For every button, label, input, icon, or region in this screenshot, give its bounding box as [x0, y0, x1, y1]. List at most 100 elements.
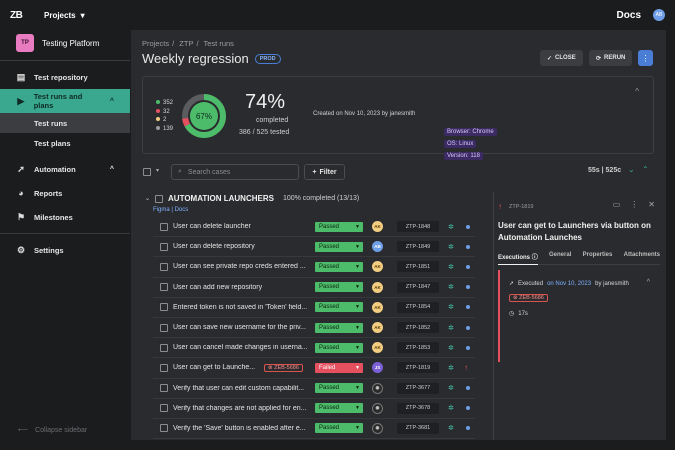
case-title[interactable]: User can delete repository — [173, 243, 255, 251]
select-all-checkbox[interactable] — [143, 168, 151, 176]
projects-menu[interactable]: Projects ▾ — [44, 10, 85, 20]
breadcrumb-ztp[interactable]: ZTP — [179, 39, 194, 48]
suite-checkbox[interactable] — [155, 194, 164, 203]
row-checkbox[interactable] — [160, 343, 168, 352]
row-checkbox[interactable] — [160, 424, 168, 433]
select-menu-caret-icon[interactable]: ▾ — [156, 168, 160, 174]
case-id[interactable]: ZTP-1852 — [397, 322, 439, 334]
sidebar-item-test-repository[interactable]: ▤ Test repository — [16, 71, 88, 82]
case-id[interactable]: ZTP-1854 — [397, 301, 439, 313]
user-avatar[interactable]: AB — [653, 9, 665, 21]
case-title[interactable]: User can cancel made changes in userna..… — [173, 344, 308, 352]
case-id[interactable]: ZTP-3681 — [397, 422, 439, 434]
screen-icon[interactable]: ▭ — [612, 200, 621, 209]
case-title[interactable]: Entered token is not saved in 'Token' fi… — [173, 303, 308, 311]
status-select[interactable]: Failed ▼ — [315, 362, 363, 373]
case-id[interactable]: ZTP-1851 — [397, 261, 439, 273]
sidebar-subitem-test-plans[interactable]: Test plans — [34, 138, 71, 148]
case-id[interactable]: ZTP-1848 — [397, 221, 439, 233]
status-select[interactable]: Passed ▼ — [315, 221, 363, 232]
case-id[interactable]: ZTP-3678 — [397, 402, 439, 414]
collapse-sidebar-button[interactable]: ⟵ Collapse sidebar — [18, 426, 88, 435]
suite-header[interactable]: ⌄ AUTOMATION LAUNCHERS 100% completed (1… — [145, 194, 359, 203]
kebab-icon[interactable]: ⋮ — [630, 200, 639, 209]
row-checkbox[interactable] — [160, 404, 168, 413]
sidebar-item-reports[interactable]: ◕ Reports — [0, 181, 130, 205]
row-checkbox[interactable] — [160, 323, 168, 332]
project-switcher[interactable]: TP Testing Platform — [0, 30, 130, 56]
table-row[interactable]: Verify that changes are not applied for … — [153, 399, 475, 419]
case-id[interactable]: ZTP-1847 — [397, 281, 439, 293]
case-title[interactable]: User can add new repository — [173, 283, 263, 291]
status-select[interactable]: Passed ▼ — [315, 261, 363, 272]
table-row[interactable]: User can delete repository Passed ▼ AB ZT… — [153, 237, 475, 258]
case-id[interactable]: ZTP-3677 — [397, 382, 439, 394]
filter-button[interactable]: + Filter — [304, 164, 345, 180]
docs-link[interactable]: Docs — [616, 9, 641, 21]
figma-link[interactable]: Figma — [153, 207, 170, 213]
sidebar-subitem-test-runs[interactable]: Test runs — [0, 113, 130, 133]
table-row[interactable]: Verify the 'Save' button is enabled afte… — [153, 419, 475, 440]
search-input[interactable]: ⌕ Search cases — [171, 164, 299, 180]
row-checkbox[interactable] — [160, 363, 168, 372]
case-title[interactable]: User can save new username for the priv.… — [173, 324, 306, 332]
tab-properties[interactable]: Properties — [582, 252, 613, 258]
row-checkbox[interactable] — [160, 262, 168, 271]
tab-executions[interactable]: Executions ⓘ — [498, 252, 538, 265]
close-icon[interactable]: ✕ — [648, 200, 655, 209]
legend-failed: 32 — [156, 108, 173, 117]
breadcrumb-test-runs[interactable]: Test runs — [203, 39, 234, 48]
case-title[interactable]: Verify the 'Save' button is enabled afte… — [173, 424, 306, 432]
table-row[interactable]: User can save new username for the priv.… — [153, 318, 475, 339]
tab-attachments[interactable]: Attachments — [623, 252, 660, 258]
case-id[interactable]: ZTP-1853 — [397, 342, 439, 354]
table-row[interactable]: Entered token is not saved in 'Token' fi… — [153, 298, 475, 318]
status-select[interactable]: Passed ▼ — [315, 383, 363, 394]
execution-item[interactable]: ➚ Executed on Nov 10, 2023 by janesmith … — [498, 270, 660, 362]
sidebar-item-settings[interactable]: ⚙ Settings — [16, 244, 64, 255]
linked-bug-badge[interactable]: ⊗ ZEB-5686 — [264, 363, 303, 372]
execution-date[interactable]: on Nov 10, 2023 — [547, 280, 592, 287]
collapse-summary-icon[interactable]: ^ — [635, 87, 639, 96]
case-title[interactable]: Verify that changes are not applied for … — [173, 404, 307, 412]
row-checkbox[interactable] — [160, 222, 168, 231]
sidebar-item-test-runs-and-plans[interactable]: ▶ Test runs and plans ^ — [0, 89, 130, 113]
status-select[interactable]: Passed ▼ — [315, 322, 363, 333]
row-checkbox[interactable] — [160, 283, 168, 292]
row-checkbox[interactable] — [160, 384, 168, 393]
status-select[interactable]: Passed ▼ — [315, 282, 363, 293]
collapse-all-icon[interactable]: ⌃ — [642, 165, 649, 174]
table-row[interactable]: Verify that user can edit custom capabil… — [153, 379, 475, 399]
docs-link[interactable]: Docs — [174, 207, 189, 213]
case-title[interactable]: User can delete launcher — [173, 223, 251, 231]
sidebar-item-milestones[interactable]: ⚑ Milestones — [16, 211, 73, 222]
table-row[interactable]: User can see private repo creds entered … — [153, 257, 475, 278]
status-select[interactable]: Passed ▼ — [315, 241, 363, 252]
tab-general[interactable]: General — [549, 252, 572, 258]
expand-all-icon[interactable]: ⌄ — [628, 165, 635, 174]
status-select[interactable]: Passed ▼ — [315, 342, 363, 353]
table-row[interactable]: User can get to Launche... ⊗ ZEB-5686 Fa… — [153, 358, 475, 379]
more-options-button[interactable]: ⋮ — [638, 50, 653, 66]
table-row[interactable]: User can cancel made changes in userna..… — [153, 338, 475, 359]
panel-case-id[interactable]: ZTP-1819 — [509, 203, 534, 210]
sidebar-item-automation[interactable]: ➚ Automation ^ — [17, 163, 114, 174]
row-checkbox[interactable] — [160, 303, 168, 312]
chevron-up-icon[interactable]: ^ — [646, 279, 650, 286]
rerun-button[interactable]: ⟳ RERUN — [589, 50, 633, 66]
close-run-button[interactable]: ✓ CLOSE — [540, 50, 583, 66]
table-row[interactable]: User can delete launcher Passed ▼ AK ZTP-… — [153, 217, 475, 238]
case-title[interactable]: User can get to Launche... — [173, 364, 256, 372]
case-title[interactable]: Verify that user can edit custom capabil… — [173, 384, 305, 392]
case-id[interactable]: ZTP-1849 — [397, 241, 439, 253]
logo[interactable]: ZB — [10, 9, 23, 21]
table-row[interactable]: User can add new repository Passed ▼ AK Z… — [153, 278, 475, 298]
linked-bug-badge[interactable]: ⊗ ZEB-5686 — [509, 294, 548, 302]
status-select[interactable]: Passed ▼ — [315, 403, 363, 414]
status-select[interactable]: Passed ▼ — [315, 302, 363, 313]
case-id[interactable]: ZTP-1819 — [397, 362, 439, 374]
status-select[interactable]: Passed ▼ — [315, 423, 363, 434]
row-checkbox[interactable] — [160, 242, 168, 251]
case-title[interactable]: User can see private repo creds entered … — [173, 263, 306, 271]
breadcrumb-projects[interactable]: Projects — [142, 39, 170, 48]
